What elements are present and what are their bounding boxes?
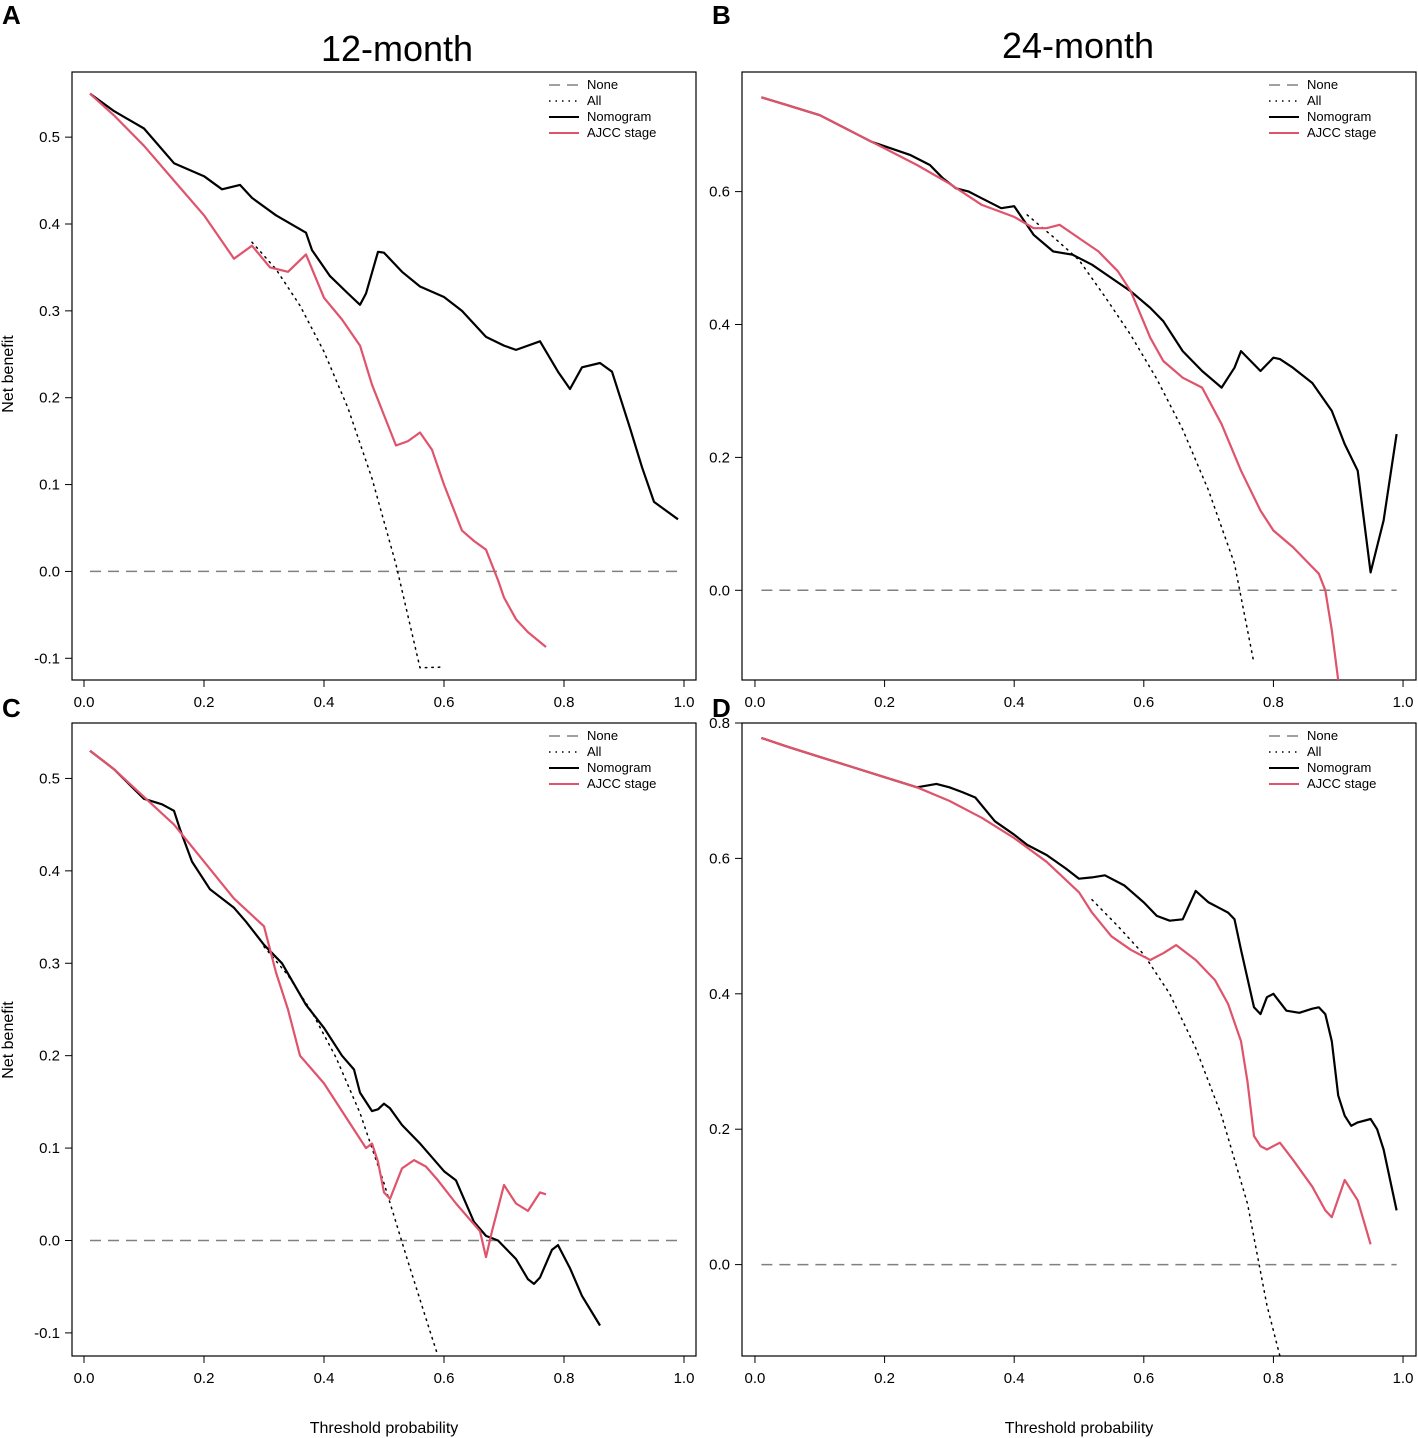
panel-c-x-tick-label: 0.8	[554, 1370, 575, 1387]
panel-c-legend-label: All	[587, 744, 602, 759]
panel-d-x-tick-label: 0.6	[1133, 1370, 1154, 1387]
panel-d-legend-label: Nomogram	[1307, 760, 1371, 775]
panel-a-y-tick-label: 0.1	[39, 477, 60, 494]
panel-d-x-tick-label: 0.2	[874, 1370, 895, 1387]
panel-label-c: C	[2, 693, 21, 723]
panel-d-series-nomogram-line	[761, 736, 1398, 1211]
panel-b-legend-label: None	[1307, 77, 1338, 92]
panel-a-x-tick-label: 0.8	[554, 694, 575, 711]
panel-a-x-tick-label: 1.0	[674, 694, 695, 711]
panel-c-x-tick-label: 0.6	[434, 1370, 455, 1387]
panel-b-legend-label: AJCC stage	[1307, 125, 1376, 140]
panel-b-y-tick-label: 0.0	[709, 582, 730, 599]
panel-d-x-tick-label: 0.0	[745, 1370, 766, 1387]
x-axis-title-right: Threshold probability	[1005, 1420, 1154, 1437]
panel-b-x-tick-label: 0.0	[745, 694, 766, 711]
panel-a-series-ajcc-stage-line	[89, 92, 547, 648]
col-title-24-month: 24-month	[1002, 25, 1154, 66]
panel-c-y-tick-label: 0.3	[39, 955, 60, 972]
panel-c-group: 0.0 0.2 0.4 0.6 0.8 1.0 -0.1 0.0 0.1 0.2 0.3 0.4 0.5…	[34, 722, 697, 1387]
panel-d-legend-label: All	[1307, 744, 1322, 759]
panel-d-plot-frame	[741, 722, 1417, 1357]
panel-b-x-tick-label: 0.2	[874, 694, 895, 711]
panel-d-group: 0.0 0.2 0.4 0.6 0.8 1.0 0.0 0.2 0.4 0.6 0.8 NoneAll…	[709, 715, 1417, 1387]
panel-c-x-tick-label: 0.2	[194, 1370, 215, 1387]
x-axis-title-left: Threshold probability	[310, 1420, 459, 1437]
panel-a-legend-label: Nomogram	[587, 109, 651, 124]
panel-c-legend-label: None	[587, 728, 618, 743]
panel-label-d: D	[712, 693, 731, 723]
panel-a-plot-frame	[71, 71, 697, 681]
panel-c-y-tick-label: 0.5	[39, 770, 60, 787]
panel-b-series-all-line	[1026, 214, 1255, 665]
panel-a-y-tick-label: 0.3	[39, 303, 60, 320]
panel-c-y-tick-label: 0.4	[39, 863, 60, 880]
panel-d-y-tick-label: 0.8	[709, 715, 730, 732]
panels-layer: 0.0 0.2 0.4 0.6 0.8 1.0 -0.1 0.0 0.1 0.2 0.3 0.4 0.5…	[34, 71, 1417, 1387]
panel-c-x-tick-label: 1.0	[674, 1370, 695, 1387]
panel-b-legend-label: Nomogram	[1307, 109, 1371, 124]
panel-b-x-tick-label: 0.8	[1263, 694, 1284, 711]
panel-b-legend-label: All	[1307, 93, 1322, 108]
panel-b-y-tick-label: 0.6	[709, 184, 730, 201]
panel-c-x-tick-label: 0.0	[74, 1370, 95, 1387]
panel-c-legend-label: AJCC stage	[587, 776, 656, 791]
panel-b-y-tick-label: 0.4	[709, 317, 730, 334]
panel-c-plot-frame	[71, 722, 697, 1357]
panel-b-series-ajcc-stage-line	[761, 96, 1340, 681]
panel-c-y-tick-label: -0.1	[34, 1325, 60, 1342]
panel-d-x-tick-label: 1.0	[1393, 1370, 1414, 1387]
panel-c-series-nomogram-line	[89, 749, 601, 1327]
panel-c-series-all-line	[263, 945, 439, 1357]
panel-a-legend-label: None	[587, 77, 618, 92]
panel-c-y-tick-label: 0.0	[39, 1232, 60, 1249]
panel-d-legend-label: AJCC stage	[1307, 776, 1376, 791]
panel-b-series-nomogram-line	[761, 96, 1398, 574]
col-title-12-month: 12-month	[321, 28, 473, 69]
panel-d-y-tick-label: 0.4	[709, 986, 730, 1003]
panel-d-x-tick-label: 0.4	[1004, 1370, 1025, 1387]
panel-a-series-nomogram-line	[89, 92, 679, 521]
panel-a-group: 0.0 0.2 0.4 0.6 0.8 1.0 -0.1 0.0 0.1 0.2 0.3 0.4 0.5…	[34, 71, 697, 711]
panel-a-series-all-line	[251, 241, 445, 669]
panel-label-b: B	[712, 0, 731, 30]
panel-b-x-tick-label: 1.0	[1393, 694, 1414, 711]
panel-d-x-tick-label: 0.8	[1263, 1370, 1284, 1387]
panel-a-x-tick-label: 0.4	[314, 694, 335, 711]
panel-label-a: A	[2, 0, 21, 30]
panel-a-legend-label: AJCC stage	[587, 125, 656, 140]
panel-d-legend-label: None	[1307, 728, 1338, 743]
panel-a-y-tick-label: 0.5	[39, 129, 60, 146]
panel-b-plot-frame	[741, 71, 1417, 681]
panel-a-y-tick-label: -0.1	[34, 650, 60, 667]
y-axis-title-top: Net benefit	[0, 335, 17, 413]
panel-b-x-tick-label: 0.4	[1004, 694, 1025, 711]
panel-d-y-tick-label: 0.6	[709, 850, 730, 867]
panel-b-x-tick-label: 0.6	[1133, 694, 1154, 711]
panel-d-y-tick-label: 0.2	[709, 1121, 730, 1138]
panel-c-legend-label: Nomogram	[587, 760, 651, 775]
y-axis-title-bottom: Net benefit	[0, 1001, 17, 1079]
panel-d-y-tick-label: 0.0	[709, 1257, 730, 1274]
panel-a-y-tick-label: 0.0	[39, 563, 60, 580]
panel-c-series-ajcc-stage-line	[89, 749, 547, 1259]
panel-c-y-tick-label: 0.2	[39, 1048, 60, 1065]
panel-d-series-all-line	[1091, 898, 1281, 1357]
panel-a-x-tick-label: 0.6	[434, 694, 455, 711]
panel-a-x-tick-label: 0.0	[74, 694, 95, 711]
panel-a-x-tick-label: 0.2	[194, 694, 215, 711]
panel-c-y-tick-label: 0.1	[39, 1140, 60, 1157]
panel-a-legend-label: All	[587, 93, 602, 108]
panel-c-x-tick-label: 0.4	[314, 1370, 335, 1387]
panel-a-y-tick-label: 0.2	[39, 390, 60, 407]
panel-d-series-ajcc-stage-line	[761, 736, 1372, 1245]
panel-a-y-tick-label: 0.4	[39, 216, 60, 233]
panel-b-y-tick-label: 0.2	[709, 449, 730, 466]
panel-b-group: 0.0 0.2 0.4 0.6 0.8 1.0 0.0 0.2 0.4 0.6 NoneAllNom…	[709, 71, 1417, 711]
